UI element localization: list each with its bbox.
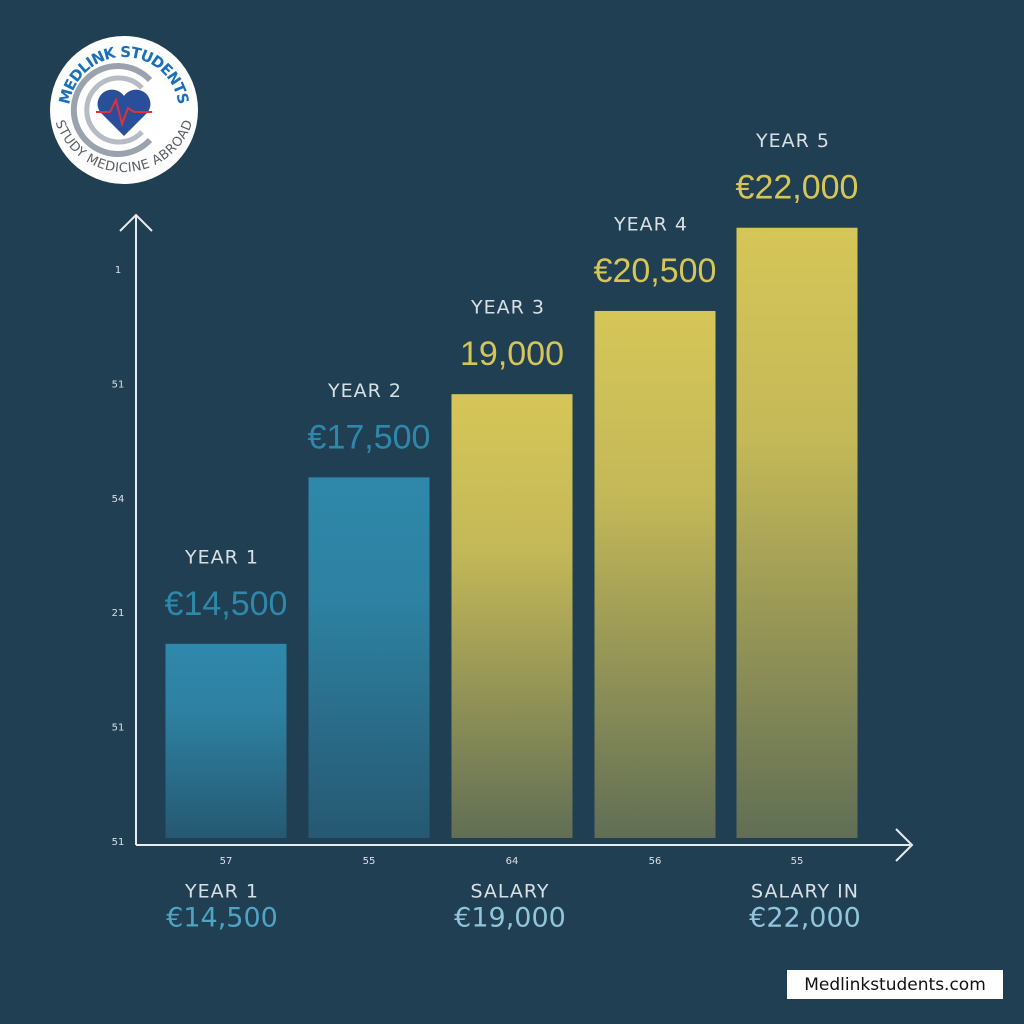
caption-title: YEAR 1 [184,881,259,903]
bar-category-label: YEAR 1 [184,546,259,568]
logo-pulse [96,97,152,128]
x-axis-arrow [895,828,914,862]
bar-value-label: €14,500 [165,585,288,623]
bar-value-label: €20,500 [594,252,717,290]
footer-link: Medlinkstudents.com [804,975,986,995]
y-axis-mark: 51 [112,723,125,734]
y-axis-mark: 21 [112,608,125,619]
bar [308,477,430,838]
x-axis-mark: 55 [363,856,376,867]
x-axis-mark: 56 [649,856,662,867]
logo: MEDLINK STUDENTS STUDY MEDICINE ABROAD [50,36,198,184]
bar [594,310,716,838]
x-axis-mark: 57 [220,856,233,867]
x-axis-mark: 64 [506,856,519,867]
axes [119,213,914,862]
bar-value-label: €17,500 [308,418,431,456]
y-axis-arrow [119,213,153,232]
caption-value: €19,000 [454,903,566,934]
bar-value-label: €22,000 [736,169,859,207]
bar [736,227,858,838]
caption-title: SALARY [470,881,549,903]
bar [451,394,573,838]
caption-value: €14,500 [166,903,278,934]
x-axis-mark: 55 [791,856,804,867]
caption-title: SALARY IN [751,881,859,903]
y-axis-mark: 54 [112,494,125,505]
caption-value: €22,000 [749,903,861,934]
bar-category-label: YEAR 3 [470,297,545,319]
bar-category-label: YEAR 5 [755,130,830,152]
y-axis-mark: 51 [112,379,125,390]
logo-heart [97,89,151,136]
footer-box [787,970,1003,999]
bar-value-label: 19,000 [460,335,564,373]
bar [165,643,287,838]
y-axis-mark: 51 [112,837,125,848]
y-axis-mark: 1 [115,265,121,276]
bar-category-label: YEAR 4 [613,213,688,235]
logo-ring [70,63,153,157]
logo-ring [84,75,144,145]
bar-category-label: YEAR 2 [327,380,402,402]
